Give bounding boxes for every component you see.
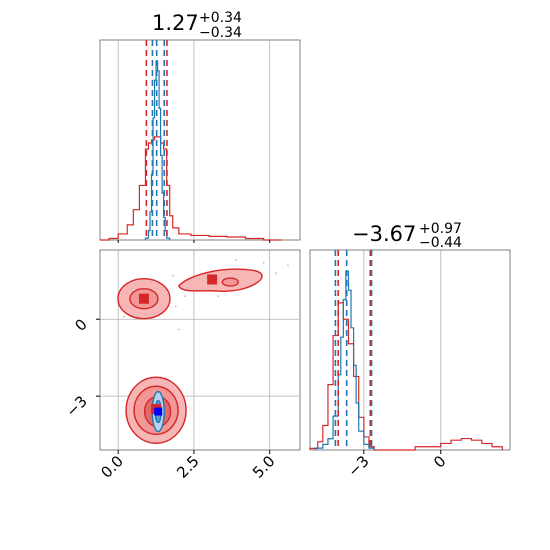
y-tick-label: −3: [62, 392, 90, 420]
density-contour: [177, 268, 263, 292]
sample-point: [123, 315, 126, 318]
title-param-1: 1.27: [152, 11, 199, 35]
y-tick-label: 0: [71, 315, 90, 334]
sample-point: [174, 305, 177, 308]
title-param-2-minus: −0.44: [419, 235, 462, 251]
sample-point: [171, 274, 174, 277]
sample-point: [217, 295, 220, 298]
sample-point: [274, 272, 277, 274]
mode-marker: [138, 293, 149, 304]
title-param-1-minus: −0.34: [199, 25, 242, 41]
histogram-step-x: [144, 60, 171, 240]
panel-x-marginal: [99, 39, 301, 241]
sample-point: [183, 295, 186, 298]
sample-point: [235, 259, 238, 262]
sample-point: [177, 328, 180, 331]
mode-marker: [154, 407, 163, 416]
title-param-2: −3.67: [352, 222, 416, 246]
title-param-1-plus: +0.34: [199, 10, 242, 26]
density-contour: [221, 277, 240, 287]
x-tick-label: 2.5: [173, 452, 203, 482]
sample-point: [262, 261, 265, 264]
panel-y-marginal: [309, 249, 511, 451]
x2-tick-label: −3: [344, 452, 372, 480]
mode-marker: [207, 274, 218, 285]
sample-point: [286, 264, 289, 267]
x-tick-label: 5.0: [249, 452, 279, 482]
title-param-2-plus: +0.97: [419, 221, 462, 237]
x-tick-label: 0.0: [97, 452, 127, 482]
x2-tick-label: 0: [430, 452, 449, 471]
